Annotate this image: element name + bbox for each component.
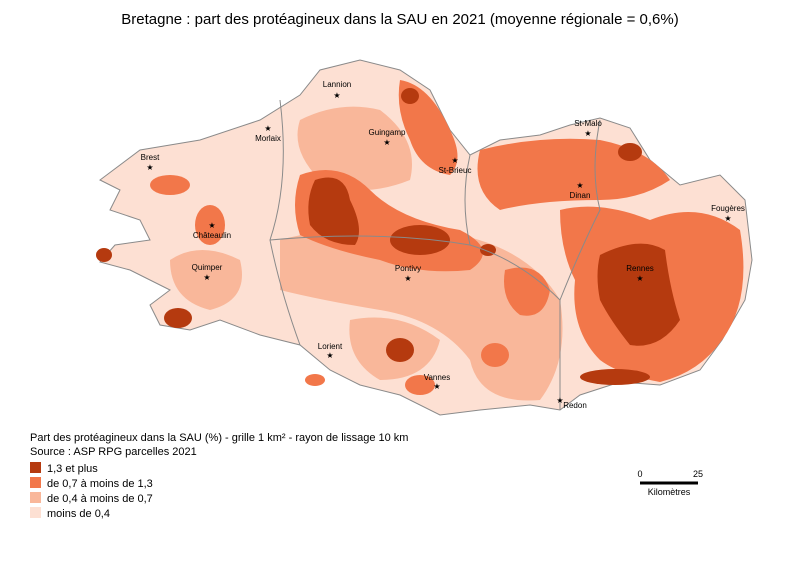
city-marker: ★: [433, 382, 440, 391]
legend-label: de 0,7 à moins de 1,3: [47, 478, 153, 490]
city-label: Lorient: [318, 342, 343, 351]
city-label: Rennes: [626, 264, 654, 273]
zone: [164, 308, 192, 328]
zone: [297, 106, 412, 190]
city-label: Lannion: [323, 80, 351, 89]
legend-swatch: [30, 462, 41, 473]
city-label: Brest: [141, 153, 160, 162]
scale-tick: 25: [693, 469, 703, 479]
city-label: St-Brieuc: [439, 166, 472, 175]
city-marker: ★: [451, 156, 458, 165]
city-label: Morlaix: [255, 134, 281, 143]
zone: [618, 143, 642, 161]
zone: [305, 374, 325, 386]
scale-bar: 0 25 Kilomètres: [637, 469, 703, 497]
city-label: St-Malo: [574, 119, 602, 128]
legend-swatch: [30, 492, 41, 503]
legend: 1,3 et plus de 0,7 à moins de 1,3 de 0,4 à…: [30, 462, 153, 520]
city-label: Quimper: [192, 263, 223, 272]
city-marker: ★: [383, 138, 390, 147]
city-marker: ★: [576, 181, 583, 190]
legend-label: de 0,4 à moins de 0,7: [47, 493, 153, 505]
zone: [386, 338, 414, 362]
city-marker: ★: [404, 274, 411, 283]
legend-swatch: [30, 477, 41, 488]
legend-caption: Part des protéagineux dans la SAU (%) - …: [30, 432, 408, 444]
zone: [150, 175, 190, 195]
zone: [170, 250, 242, 310]
city-label: Pontivy: [395, 264, 421, 273]
city-marker: ★: [326, 351, 333, 360]
city-label: Dinan: [570, 191, 591, 200]
cities: ★Lannion ★Morlaix ★Guingamp ★Brest ★St-M…: [141, 80, 745, 410]
city-label: Redon: [563, 401, 587, 410]
legend-label: moins de 0,4: [47, 508, 110, 520]
legend-swatch: [30, 507, 41, 518]
zone: [96, 248, 112, 262]
zone: [308, 177, 359, 245]
city-marker: ★: [208, 221, 215, 230]
city-marker: ★: [636, 274, 643, 283]
city-marker: ★: [584, 129, 591, 138]
zone: [504, 267, 550, 316]
zone: [398, 80, 458, 175]
zone: [390, 225, 450, 255]
city-label: Châteaulin: [193, 231, 231, 240]
map-title: Bretagne : part des protéagineux dans la…: [121, 11, 678, 28]
zone: [401, 88, 419, 104]
zone: [580, 369, 650, 385]
zone: [597, 243, 680, 346]
city-marker: ★: [146, 163, 153, 172]
zone: [195, 205, 225, 245]
scale-unit: Kilomètres: [648, 487, 691, 497]
city-label: Vannes: [424, 373, 451, 382]
zone: [481, 343, 509, 367]
department-borders: [269, 99, 601, 410]
city-marker: ★: [264, 124, 271, 133]
zone: [405, 375, 435, 395]
city-marker: ★: [556, 396, 563, 405]
city-label: Guingamp: [369, 128, 406, 137]
map: [96, 59, 753, 416]
city-marker: ★: [724, 214, 731, 223]
scale-tick: 0: [637, 469, 642, 479]
legend-source: Source : ASP RPG parcelles 2021: [30, 446, 197, 458]
legend-label: 1,3 et plus: [47, 463, 98, 475]
city-marker: ★: [333, 91, 340, 100]
city-label: Fougères: [711, 204, 745, 213]
city-marker: ★: [203, 273, 210, 282]
